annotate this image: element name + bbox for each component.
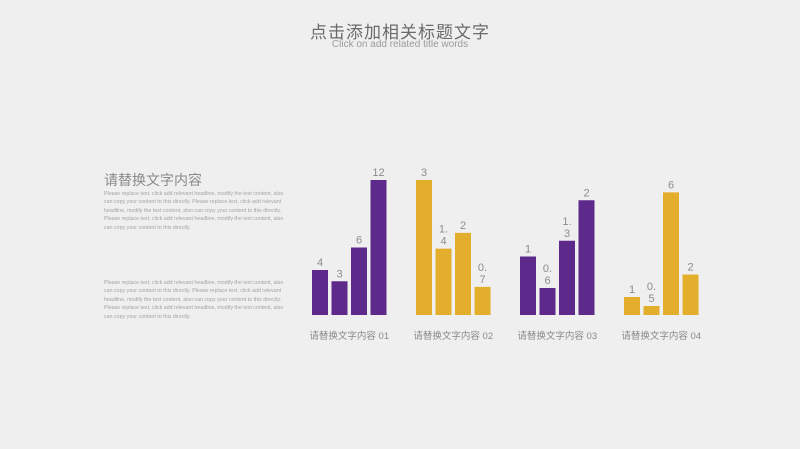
bar-1-3 (351, 247, 367, 315)
bar-value-label: 2 (687, 262, 693, 274)
bar-value-label: 1. 4 (439, 224, 448, 248)
bar-1-1 (312, 270, 328, 315)
category-label: 请替换文字内容 01 (309, 330, 389, 342)
bar-value-label: 2 (460, 220, 466, 232)
bar-3-3 (559, 240, 575, 315)
page-subtitle: Click on add related title words (331, 39, 469, 50)
content-heading: 请替换文字内容 (104, 172, 202, 188)
body-paragraph-2: Please replace text, click add relevant … (104, 280, 284, 320)
bar-value-label: 6 (356, 235, 362, 247)
bar-4-4 (682, 274, 699, 315)
body-paragraph-1: Please replace text, click add relevant … (104, 191, 284, 231)
bar-2-3 (455, 232, 471, 315)
bar-4-1 (624, 297, 640, 315)
category-label: 请替换文字内容 03 (517, 330, 597, 342)
bar-value-label: 6 (668, 179, 674, 191)
bar-1-2 (331, 281, 348, 315)
bar-value-label: 3 (421, 167, 427, 179)
bar-value-label: 1. 3 (562, 216, 571, 240)
category-label: 请替换文字内容 04 (621, 330, 701, 342)
bar-value-label: 2 (583, 187, 589, 199)
bar-2-1 (416, 180, 432, 315)
bar-value-label: 0. 7 (478, 262, 487, 286)
bar-3-4 (578, 200, 595, 315)
bar-4-2 (643, 306, 660, 315)
bar-value-label: 3 (336, 268, 342, 280)
bar-2-4 (474, 286, 491, 315)
bar-value-label: 1 (525, 244, 531, 256)
bar-value-label: 1 (629, 284, 635, 296)
bar-1-4 (370, 180, 387, 315)
page-title: 点击添加相关标题文字 (310, 23, 490, 42)
bar-4-3 (663, 192, 679, 315)
bar-value-label: 4 (317, 257, 323, 269)
bar-value-label: 0. 5 (647, 281, 656, 305)
bar-3-1 (520, 256, 536, 315)
bar-value-label: 0. 6 (543, 263, 552, 287)
category-label: 请替换文字内容 02 (413, 330, 493, 342)
bar-value-label: 12 (372, 167, 384, 179)
bar-3-2 (539, 288, 556, 315)
bar-2-2 (435, 248, 452, 315)
